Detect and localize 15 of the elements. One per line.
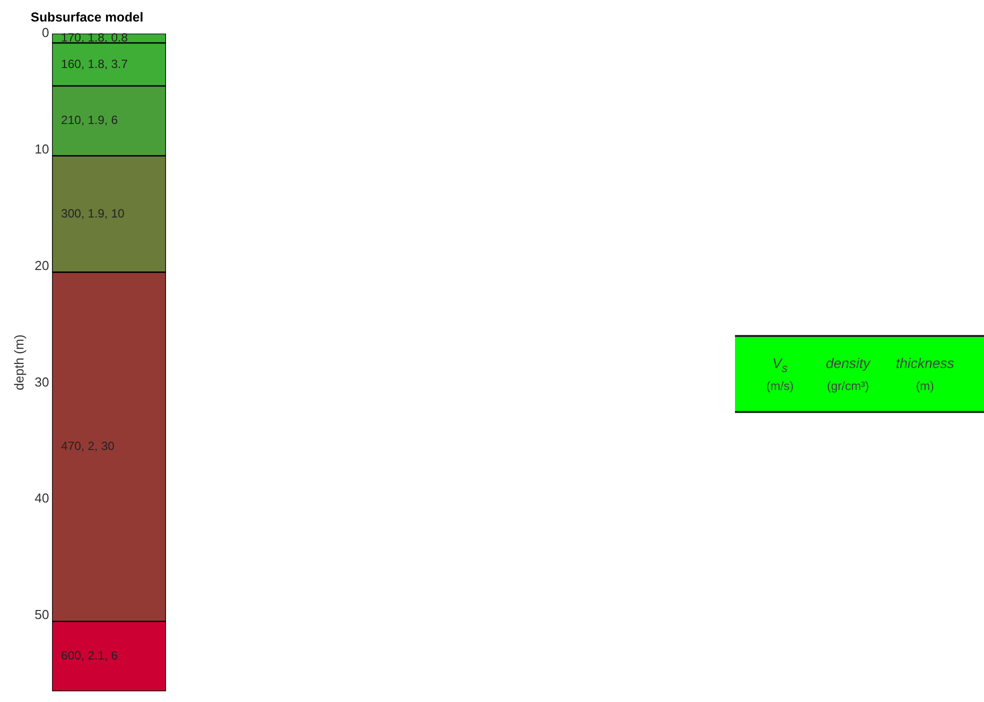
data-label: 300, 1.9, 10: [61, 206, 125, 220]
y-tick-label: 40: [34, 490, 50, 506]
y-tick-label: 30: [34, 374, 50, 390]
y-tick-label: 50: [34, 607, 50, 622]
y-tick-label: 20: [34, 258, 50, 273]
y-tick-label: 10: [34, 142, 50, 157]
y-tick-label: 0: [42, 25, 50, 40]
data-label: 170, 1.8, 0.8: [61, 30, 128, 45]
chart-title: Subsurface model: [30, 9, 144, 24]
data-label: 600, 2.1, 6: [61, 648, 118, 663]
y-axis-title: depth (m): [11, 334, 26, 390]
legend-key-box: V$_{s}$ density thickness (m/s) (gr/cm³) (m): [735, 335, 984, 413]
data-label: 160, 1.8, 3.7: [61, 56, 128, 71]
data-label: 470, 2, 30: [61, 439, 115, 454]
data-label: 210, 1.9, 6: [61, 113, 118, 128]
